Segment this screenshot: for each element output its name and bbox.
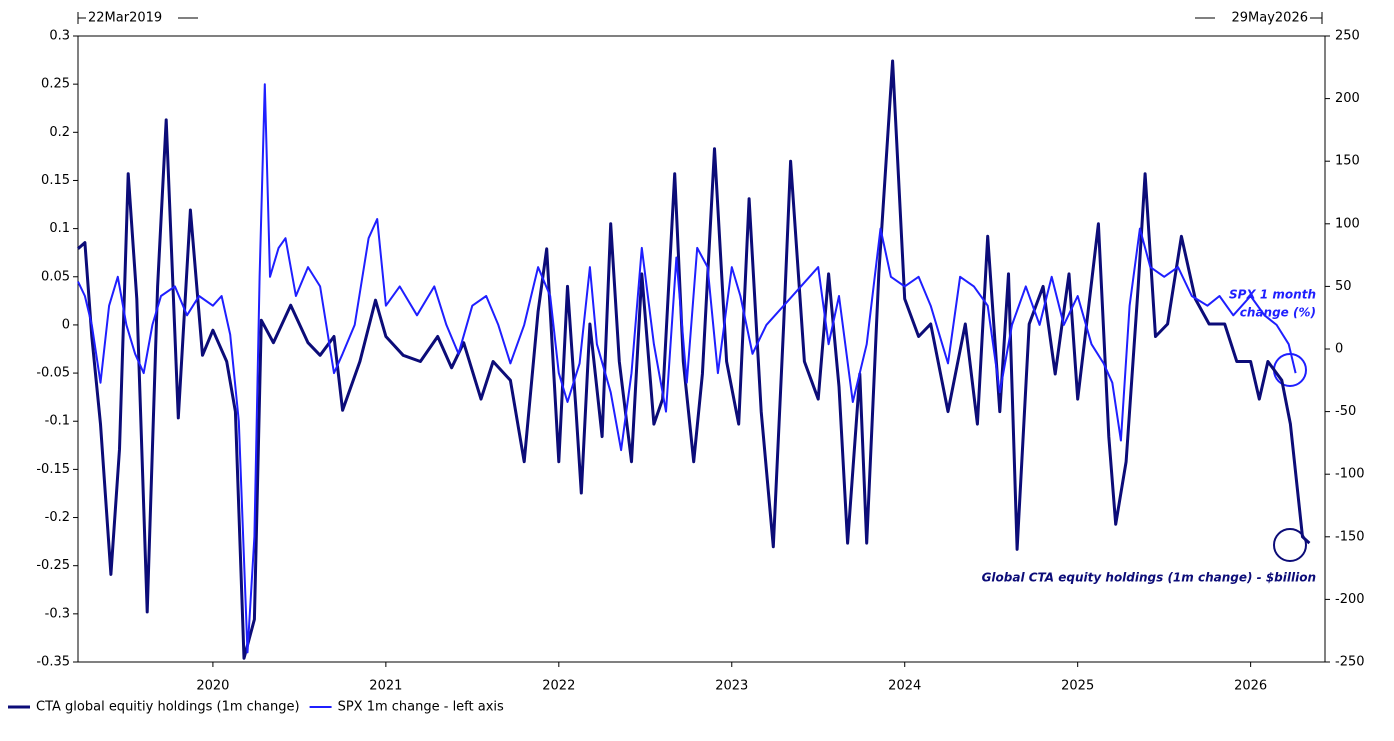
y-tick-label: 0.2 <box>49 125 70 140</box>
x-tick-label: 2023 <box>715 679 748 694</box>
y-tick-label: 0 <box>62 317 70 332</box>
x-tick-label: 2022 <box>542 679 575 694</box>
series-line <box>77 83 1297 654</box>
legend-label: CTA global equitiy holdings (1m change) <box>36 700 300 715</box>
y2-tick-label: 200 <box>1335 91 1360 106</box>
y-tick-label: 0.3 <box>49 29 70 44</box>
y-tick-label: -0.35 <box>36 655 70 670</box>
y-tick-label: -0.05 <box>36 366 70 381</box>
y2-tick-label: 150 <box>1335 154 1360 169</box>
x-tick-label: 2021 <box>369 679 402 694</box>
y2-tick-label: -50 <box>1335 404 1356 419</box>
x-tick-label: 2024 <box>888 679 921 694</box>
y2-tick-label: 50 <box>1335 279 1352 294</box>
annotation: SPX 1 month <box>1229 288 1316 302</box>
y2-tick-label: -250 <box>1335 655 1365 670</box>
y-tick-label: -0.25 <box>36 558 70 573</box>
highlight-circle <box>1273 353 1307 387</box>
y-tick-label: -0.1 <box>45 414 70 429</box>
y2-tick-label: -100 <box>1335 467 1365 482</box>
y2-tick-label: 100 <box>1335 216 1360 231</box>
y2-tick-label: 250 <box>1335 29 1360 44</box>
end-date: 29May2026 <box>1231 11 1308 26</box>
x-tick-label: 2020 <box>196 679 229 694</box>
annotation: Global CTA equity holdings (1m change) -… <box>982 571 1316 585</box>
y-tick-label: -0.3 <box>45 606 70 621</box>
series-line <box>76 59 1311 660</box>
y2-tick-label: 0 <box>1335 342 1343 357</box>
y-tick-label: 0.25 <box>41 77 70 92</box>
legend-label: SPX 1m change - left axis <box>338 700 504 715</box>
y-tick-label: 0.1 <box>49 221 70 236</box>
annotation: change (%) <box>1240 306 1316 320</box>
highlight-circle <box>1273 528 1307 562</box>
start-date: 22Mar2019 <box>88 11 162 26</box>
y-tick-label: -0.15 <box>36 462 70 477</box>
x-tick-label: 2025 <box>1061 679 1094 694</box>
y2-tick-label: -200 <box>1335 592 1365 607</box>
y-tick-label: 0.15 <box>41 173 70 188</box>
y-tick-label: 0.05 <box>41 269 70 284</box>
x-tick-label: 2026 <box>1234 679 1267 694</box>
y-tick-label: -0.2 <box>45 510 70 525</box>
y2-tick-label: -150 <box>1335 529 1365 544</box>
